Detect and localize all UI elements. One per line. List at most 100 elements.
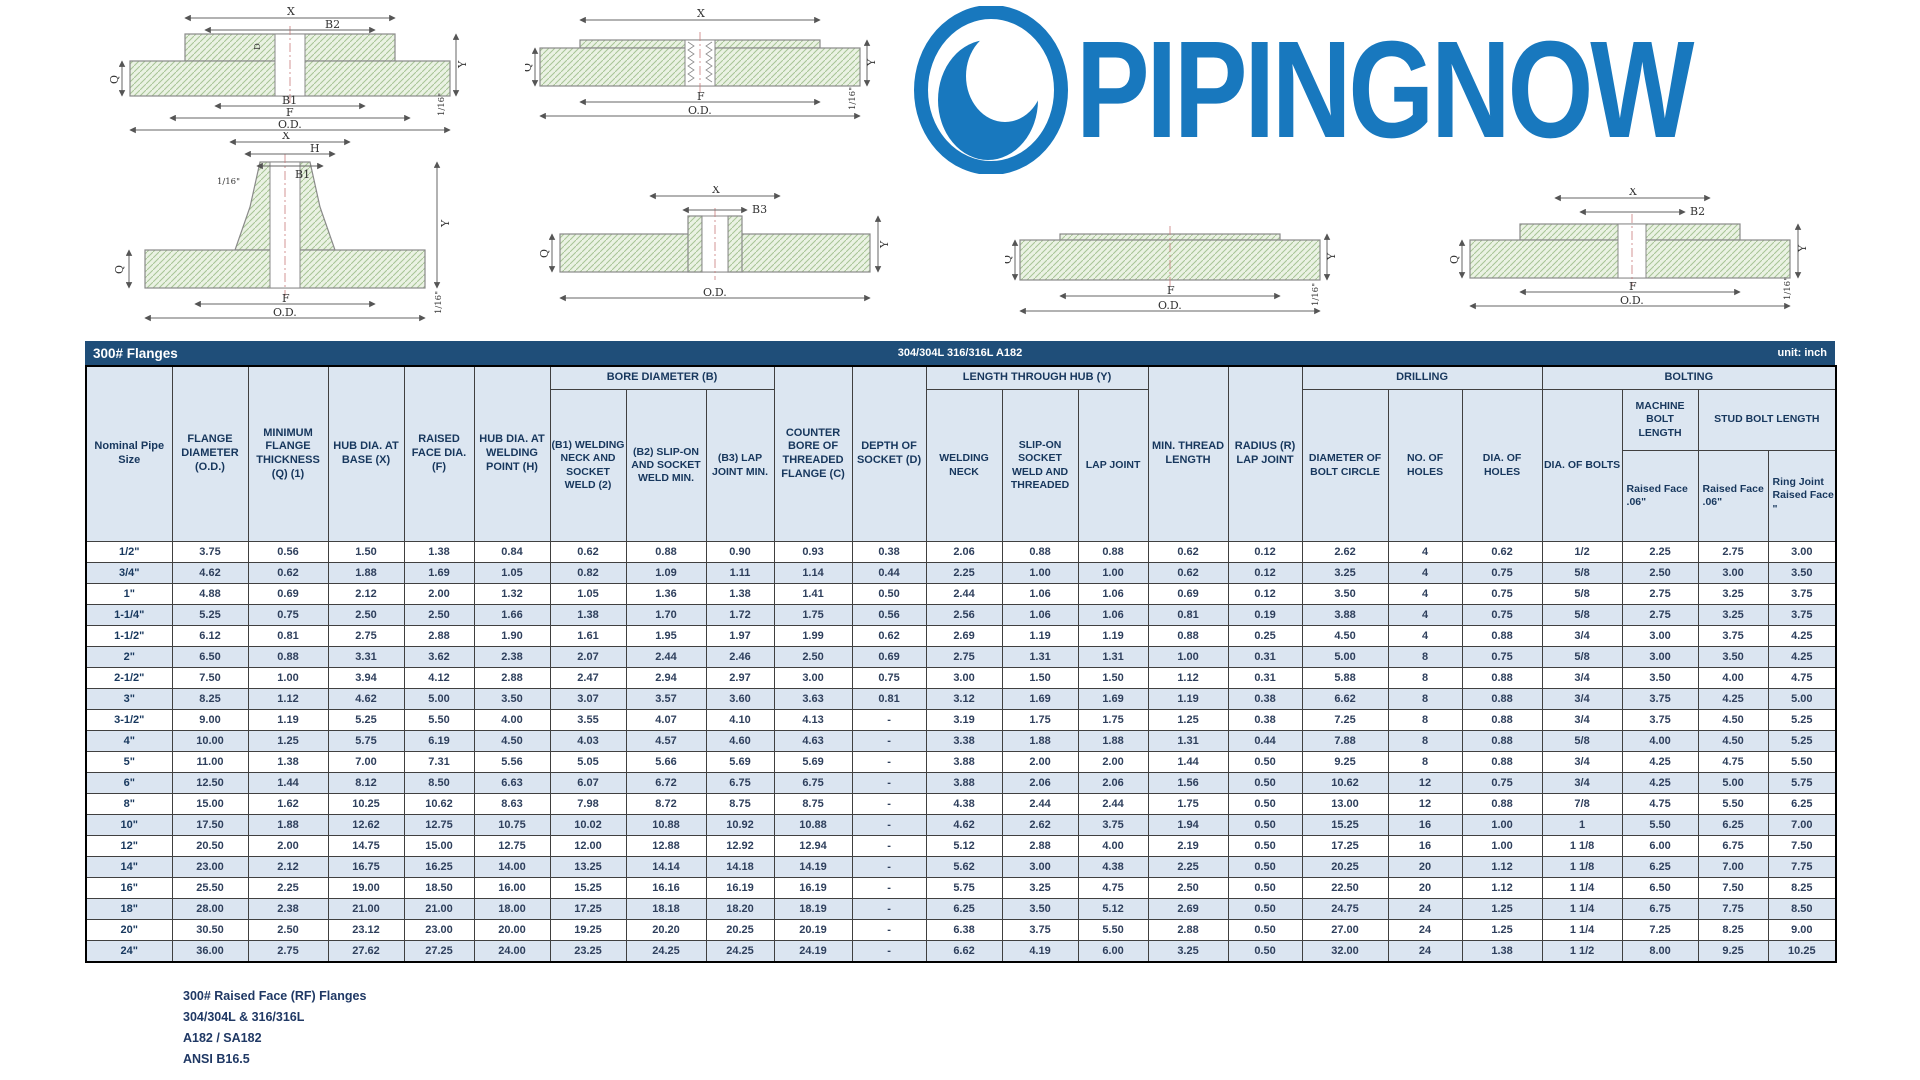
pipe-size-cell: 20" (85, 919, 173, 941)
value-cell: 0.88 (1461, 625, 1543, 647)
value-cell: 1.19 (1147, 688, 1229, 710)
value-cell: 23.00 (403, 919, 475, 941)
value-cell: 9.00 (171, 709, 249, 731)
value-cell: 12 (1387, 772, 1463, 794)
value-cell: 4 (1387, 604, 1463, 626)
value-cell: 4.00 (1077, 835, 1149, 857)
value-cell: 2.75 (247, 940, 329, 963)
value-cell: 10.25 (327, 793, 405, 815)
pipe-size-cell: 6" (85, 772, 173, 794)
value-cell: 14.19 (773, 856, 853, 878)
footnote-line: 300# Raised Face (RF) Flanges (183, 989, 367, 1003)
value-cell: 17.25 (1301, 835, 1389, 857)
value-cell: 7.31 (403, 751, 475, 773)
dim-label-sixteenth: 1/16" (1783, 277, 1793, 300)
value-cell: 7.88 (1301, 730, 1389, 752)
value-cell: 3.25 (1001, 877, 1079, 899)
value-cell: 1.38 (403, 541, 475, 563)
col-header-slip-on: SLIP-ON SOCKET WELD AND THREADED (1001, 389, 1079, 542)
value-cell: 1.00 (1077, 562, 1149, 584)
value-cell: 0.81 (1147, 604, 1229, 626)
value-cell: 0.75 (1461, 604, 1543, 626)
value-cell: 1.19 (247, 709, 329, 731)
value-cell: 5/8 (1541, 730, 1623, 752)
value-cell: 1.44 (247, 772, 329, 794)
value-cell: 2.44 (1001, 793, 1079, 815)
value-cell: 4.75 (1621, 793, 1699, 815)
value-cell: 3.00 (925, 667, 1003, 689)
value-cell: 5.75 (1767, 772, 1837, 794)
value-cell: 10.88 (773, 814, 853, 836)
col-header-dia-holes: DIA. OF HOLES (1461, 389, 1543, 542)
value-cell: 1.90 (473, 625, 551, 647)
value-cell: 6.38 (925, 919, 1003, 941)
value-cell: 8 (1387, 751, 1463, 773)
value-cell: 4.60 (705, 730, 775, 752)
group-header-stud-bolt: STUD BOLT LENGTH (1697, 389, 1837, 451)
value-cell: 5/8 (1541, 604, 1623, 626)
value-cell: 9.25 (1697, 940, 1769, 963)
dim-label-od: O.D. (1620, 294, 1644, 307)
value-cell: 1 1/8 (1541, 856, 1623, 878)
value-cell: 8.00 (1621, 940, 1699, 963)
value-cell: 12.75 (403, 814, 475, 836)
dim-label-b2: B2 (325, 18, 340, 31)
value-cell: 5/8 (1541, 562, 1623, 584)
value-cell: 1 1/2 (1541, 940, 1623, 963)
value-cell: 1.06 (1001, 583, 1079, 605)
value-cell: 3.31 (327, 646, 405, 668)
value-cell: 1.12 (1461, 856, 1543, 878)
drawing-threaded-flange: X F O.D. Q Y 1/16" (525, 7, 875, 120)
value-cell: 1.70 (625, 604, 707, 626)
value-cell: 1.25 (1147, 709, 1229, 731)
table-row: 16" 25.50 2.25 19.00 18.50 16.00 15.25 16.16 16.… (85, 877, 1837, 899)
value-cell: 6.75 (1621, 898, 1699, 920)
value-cell: 0.88 (625, 541, 707, 563)
value-cell: 1.19 (1001, 625, 1079, 647)
pipe-size-cell: 18" (85, 898, 173, 920)
dim-label-y: Y (456, 60, 469, 69)
dim-label-od: O.D. (278, 118, 302, 131)
value-cell: 18.20 (705, 898, 775, 920)
col-header-b3: (B3) LAP JOINT MIN. (705, 389, 775, 542)
value-cell: 6.75 (705, 772, 775, 794)
dim-label-x: X (282, 132, 290, 142)
value-cell: 2.00 (1001, 751, 1079, 773)
value-cell: 3.75 (1767, 583, 1837, 605)
value-cell: 16 (1387, 835, 1463, 857)
value-cell: 1 1/4 (1541, 919, 1623, 941)
value-cell: 1.00 (1461, 814, 1543, 836)
dim-label-od: O.D. (703, 286, 727, 299)
value-cell: 20 (1387, 856, 1463, 878)
value-cell: - (851, 940, 927, 963)
pipe-size-cell: 3/4" (85, 562, 173, 584)
value-cell: 27.62 (327, 940, 405, 963)
value-cell: 5.50 (403, 709, 475, 731)
value-cell: 0.31 (1227, 646, 1303, 668)
value-cell: 4.57 (625, 730, 707, 752)
value-cell: 0.88 (1001, 541, 1079, 563)
pipe-size-cell: 1-1/2" (85, 625, 173, 647)
dim-label-x: X (697, 7, 705, 20)
value-cell: 6.62 (925, 940, 1003, 963)
value-cell: 2.44 (1077, 793, 1149, 815)
dim-label-b1: B1 (295, 168, 310, 181)
value-cell: 0.75 (1461, 562, 1543, 584)
value-cell: 4.00 (1621, 730, 1699, 752)
value-cell: 4.00 (1697, 667, 1769, 689)
value-cell: 7.50 (1697, 877, 1769, 899)
value-cell: 1.38 (247, 751, 329, 773)
value-cell: 1.00 (1147, 646, 1229, 668)
value-cell: 5.25 (1767, 709, 1837, 731)
value-cell: 2.06 (1077, 772, 1149, 794)
value-cell: 3/4 (1541, 667, 1623, 689)
value-cell: 5.25 (1767, 730, 1837, 752)
value-cell: 2.06 (925, 541, 1003, 563)
value-cell: 2.75 (327, 625, 405, 647)
value-cell: 12 (1387, 793, 1463, 815)
value-cell: 2.44 (925, 583, 1003, 605)
pipe-size-cell: 5" (85, 751, 173, 773)
value-cell: 1 1/8 (1541, 835, 1623, 857)
value-cell: 6.25 (1767, 793, 1837, 815)
value-cell: 13.25 (549, 856, 627, 878)
